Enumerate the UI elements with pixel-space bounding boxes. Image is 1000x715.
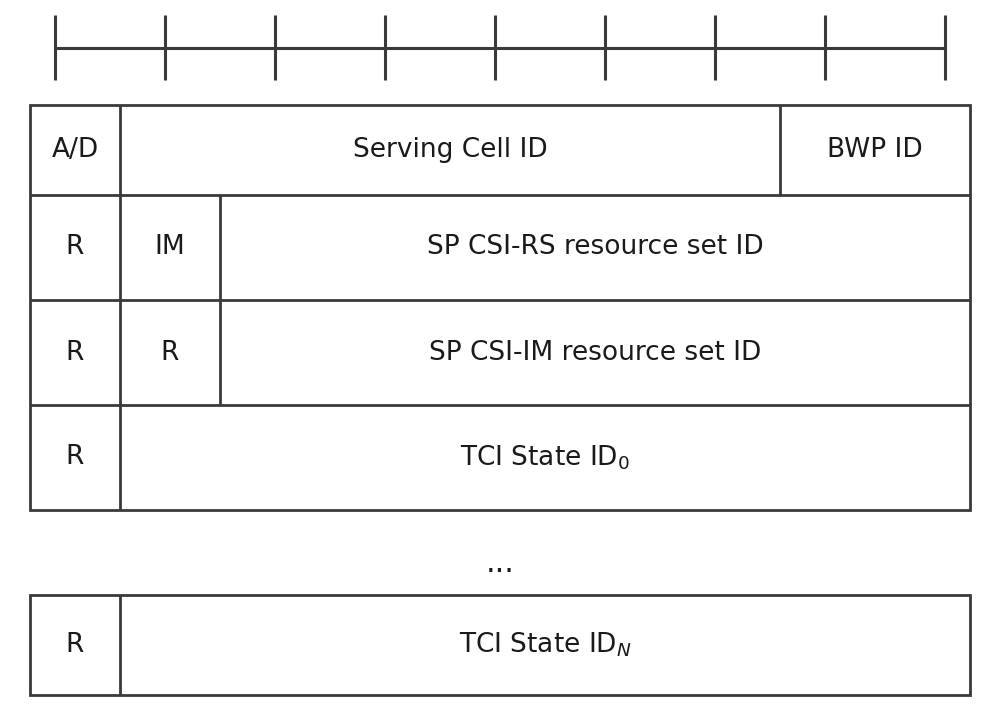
Bar xyxy=(30,105,970,510)
Text: ...: ... xyxy=(486,548,514,578)
Bar xyxy=(30,595,970,695)
Text: SP CSI-IM resource set ID: SP CSI-IM resource set ID xyxy=(429,340,761,365)
Text: R: R xyxy=(66,445,84,470)
Text: A/D: A/D xyxy=(51,137,99,163)
Text: TCI State ID$_{0}$: TCI State ID$_{0}$ xyxy=(460,443,630,472)
Text: Serving Cell ID: Serving Cell ID xyxy=(353,137,547,163)
Text: BWP ID: BWP ID xyxy=(827,137,923,163)
Text: R: R xyxy=(66,340,84,365)
Text: R: R xyxy=(66,632,84,658)
Text: R: R xyxy=(66,235,84,260)
Text: SP CSI-RS resource set ID: SP CSI-RS resource set ID xyxy=(427,235,763,260)
Text: TCI State ID$_{N}$: TCI State ID$_{N}$ xyxy=(459,631,631,659)
Text: IM: IM xyxy=(155,235,185,260)
Text: R: R xyxy=(161,340,179,365)
